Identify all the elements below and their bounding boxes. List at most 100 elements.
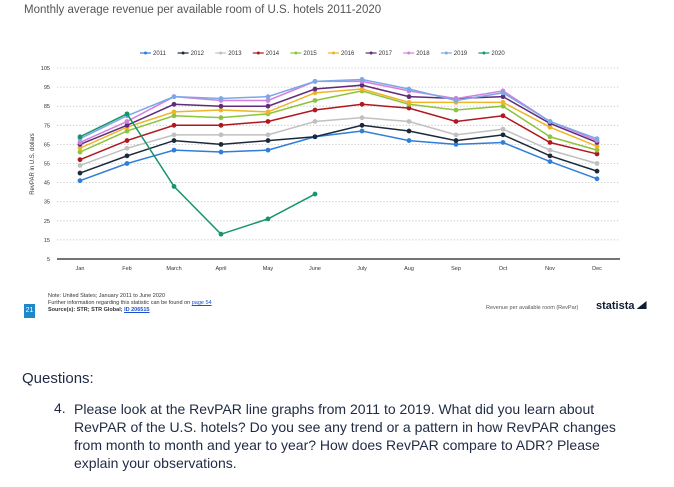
- data-point-2014-July: [359, 101, 365, 107]
- further-text: Further information regarding this stati…: [48, 300, 191, 306]
- legend-marker-2017: [369, 51, 373, 55]
- data-point-2015-March: [171, 113, 177, 119]
- y-axis-label: RevPAR in U.S. dollars: [30, 133, 36, 195]
- series-line-2018: [79, 80, 598, 144]
- data-point-2011-May: [265, 147, 271, 153]
- data-point-2017-Feb: [124, 122, 130, 128]
- y-tick-label: 75: [44, 123, 50, 129]
- data-point-2019-July: [359, 77, 365, 82]
- data-point-2015-Dec: [594, 147, 600, 153]
- data-point-2016-Oct: [500, 99, 506, 105]
- data-point-2020-May: [265, 216, 271, 222]
- data-point-2011-Dec: [594, 176, 600, 182]
- data-point-2017-June: [312, 86, 318, 92]
- y-tick-label: 25: [44, 219, 50, 225]
- data-point-2016-Dec: [594, 143, 600, 149]
- data-point-2018-May: [265, 98, 271, 103]
- data-point-2012-Dec: [594, 168, 600, 174]
- page-link[interactable]: page 54: [191, 300, 212, 306]
- series-line-2019: [79, 78, 598, 140]
- data-point-2020-Feb: [124, 111, 130, 117]
- data-point-2020-June: [312, 191, 318, 197]
- legend-marker-2020: [482, 51, 486, 55]
- data-point-2013-May: [265, 132, 271, 138]
- x-tick-label: Nov: [545, 266, 555, 272]
- chart-title: Monthly average revenue per available ro…: [24, 4, 382, 16]
- series-line-2012: [79, 124, 598, 174]
- data-point-2013-Jan: [77, 163, 83, 168]
- data-point-2011-April: [218, 149, 224, 155]
- data-point-2013-April: [218, 132, 224, 138]
- legend-marker-2018: [407, 51, 411, 55]
- questions-heading: Questions:: [22, 370, 94, 387]
- data-point-2019-Oct: [500, 90, 506, 96]
- data-point-2011-Aug: [406, 138, 412, 143]
- data-point-2020-April: [218, 231, 224, 237]
- source-text: Source(s): STR; STR Global;: [48, 307, 123, 313]
- question-number: 4.: [54, 400, 66, 416]
- data-point-2020-March: [171, 184, 177, 189]
- x-tick-label: April: [215, 266, 226, 272]
- legend-label: 2011: [153, 51, 167, 57]
- data-point-2012-Aug: [406, 128, 412, 134]
- legend-label: 2012: [191, 51, 205, 57]
- data-point-2011-March: [171, 147, 177, 153]
- data-point-2016-June: [312, 90, 318, 96]
- data-point-2013-Feb: [124, 145, 130, 151]
- x-tick-label: June: [309, 266, 321, 272]
- data-point-2016-Jan: [77, 145, 83, 151]
- legend-label: 2020: [491, 51, 505, 57]
- data-point-2019-Aug: [406, 86, 412, 92]
- data-point-2016-April: [218, 107, 224, 113]
- data-point-2017-March: [171, 101, 177, 107]
- y-tick-label: 105: [41, 66, 50, 72]
- legend-label: 2018: [416, 51, 430, 57]
- x-tick-label: May: [263, 266, 274, 272]
- y-tick-label: 85: [44, 104, 50, 110]
- y-tick-label: 5: [47, 257, 50, 263]
- data-point-2018-Jan: [77, 140, 83, 145]
- logo-mark-icon: [636, 301, 647, 309]
- data-point-2012-June: [312, 134, 318, 140]
- data-point-2019-May: [265, 94, 271, 100]
- data-point-2012-Oct: [500, 132, 506, 138]
- data-point-2012-Nov: [547, 153, 553, 159]
- data-point-2013-Dec: [594, 161, 600, 166]
- y-tick-label: 35: [44, 200, 50, 206]
- data-point-2014-April: [218, 122, 224, 128]
- data-point-2014-Aug: [406, 105, 412, 111]
- question-text: Please look at the RevPAR line graphs fr…: [74, 401, 616, 471]
- legend-marker-2019: [444, 51, 448, 55]
- data-point-2017-Aug: [406, 94, 412, 100]
- data-point-2012-Feb: [124, 153, 130, 159]
- data-point-2016-May: [265, 109, 271, 115]
- data-point-2015-June: [312, 98, 318, 103]
- legend-label: 2016: [341, 51, 355, 57]
- legend-marker-2016: [332, 51, 335, 55]
- note-text: Note: United States; January 2011 to Jun…: [48, 293, 166, 299]
- series-line-2016: [79, 88, 598, 149]
- legend-marker-2011: [144, 51, 147, 55]
- data-point-2015-April: [218, 115, 224, 121]
- y-tick-label: 45: [44, 181, 50, 187]
- legend-label: 2015: [303, 51, 317, 57]
- x-tick-label: Aug: [404, 266, 414, 272]
- data-point-2019-Nov: [547, 119, 553, 124]
- logo-text: statista: [596, 300, 635, 312]
- data-point-2013-Sep: [453, 132, 459, 138]
- data-point-2014-Oct: [500, 113, 506, 119]
- data-point-2019-June: [312, 78, 318, 84]
- data-point-2015-Jan: [77, 149, 83, 155]
- series-line-2015: [79, 90, 598, 153]
- data-point-2016-Nov: [547, 124, 553, 130]
- legend-marker-2012: [181, 51, 185, 55]
- series-line-2011: [79, 130, 598, 182]
- x-tick-label: July: [357, 266, 367, 272]
- legend-marker-2015: [294, 51, 298, 55]
- legend-label: 2019: [454, 51, 468, 57]
- x-tick-label: Sep: [451, 266, 461, 272]
- data-point-2014-June: [312, 107, 318, 113]
- legend-marker-2014: [256, 51, 260, 55]
- legend-label: 2017: [379, 51, 393, 57]
- id-link[interactable]: ID 206515: [124, 307, 150, 313]
